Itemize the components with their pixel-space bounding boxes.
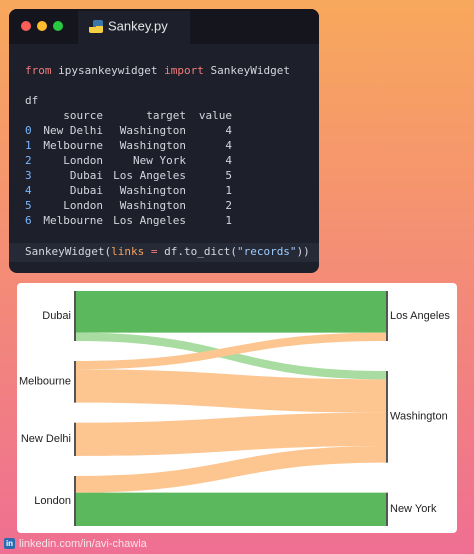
sankey-link — [76, 492, 386, 526]
row-cell: Washington — [120, 139, 186, 152]
close-dot[interactable] — [21, 21, 31, 31]
row-cell: Melbourne — [43, 139, 103, 152]
sankey-node — [386, 371, 388, 463]
row-index: 2 — [25, 154, 32, 167]
row-index: 3 — [25, 169, 32, 182]
linkedin-icon — [4, 538, 15, 549]
call-line: SankeyWidget(links = df.to_dict("records… — [25, 245, 310, 258]
row-cell: London — [63, 154, 103, 167]
code-window — [9, 9, 319, 273]
row-cell: Dubai — [70, 184, 103, 197]
python-icon — [89, 20, 103, 33]
code-token: SankeyWidget( — [25, 245, 111, 258]
source-label: Melbourne — [19, 376, 71, 388]
sankey-node — [386, 492, 388, 526]
sankey-node — [74, 291, 76, 341]
sankey-link — [76, 291, 386, 333]
target-label: Washington — [390, 411, 448, 423]
links — [76, 291, 386, 526]
sankey-link — [76, 369, 386, 413]
footer-text: linkedin.com/in/avi-chawla — [19, 538, 148, 550]
code-token: )) — [297, 245, 310, 258]
row-index: 6 — [25, 214, 32, 227]
sankey-node — [74, 361, 76, 403]
df-label: df — [25, 94, 38, 107]
row-cell: Washington — [120, 184, 186, 197]
row-value: 4 — [225, 154, 232, 167]
code-token: import — [164, 64, 204, 77]
row-cell: London — [63, 199, 103, 212]
row-cell: Washington — [120, 199, 186, 212]
target-label: Los Angeles — [390, 310, 450, 322]
code-token — [144, 245, 151, 258]
row-cell: Dubai — [70, 169, 103, 182]
line-highlight — [9, 243, 319, 262]
import-line: from ipysankeywidget import SankeyWidget — [25, 64, 290, 77]
row-value: 2 — [225, 199, 232, 212]
code-token: "records" — [237, 245, 297, 258]
sankey-node — [74, 422, 76, 456]
code-token: SankeyWidget — [204, 64, 290, 77]
row-value: 5 — [225, 169, 232, 182]
row-cell: Los Angeles — [113, 214, 186, 227]
row-cell: New Delhi — [43, 124, 103, 137]
row-value: 1 — [225, 214, 232, 227]
source-label: New Delhi — [21, 433, 71, 445]
table-header: target — [146, 109, 186, 122]
row-index: 5 — [25, 199, 32, 212]
row-cell: Los Angeles — [113, 169, 186, 182]
row-cell: New York — [133, 154, 186, 167]
linkedin-icon-text: in — [6, 539, 13, 548]
sankey-link — [76, 332, 386, 370]
row-index: 1 — [25, 139, 32, 152]
row-cell: Washington — [120, 124, 186, 137]
row-value: 4 — [225, 139, 232, 152]
row-cell: Melbourne — [43, 214, 103, 227]
source-label: Dubai — [42, 310, 71, 322]
code-token: links — [111, 245, 144, 258]
row-value: 4 — [225, 124, 232, 137]
maximize-dot[interactable] — [53, 21, 63, 31]
sankey-link — [76, 446, 386, 493]
sankey-node — [74, 476, 76, 526]
sankey-link — [76, 412, 386, 456]
code-token: from — [25, 64, 52, 77]
row-index: 4 — [25, 184, 32, 197]
table-header: source — [63, 109, 103, 122]
code-token: df.to_dict( — [157, 245, 236, 258]
row-index: 0 — [25, 124, 32, 137]
table-header: value — [199, 109, 232, 122]
sankey-node — [386, 291, 388, 341]
row-value: 1 — [225, 184, 232, 197]
tab-title: Sankey.py — [108, 18, 168, 33]
code-token: ipysankeywidget — [52, 64, 165, 77]
code-token: = — [151, 245, 158, 258]
target-label: New York — [390, 503, 437, 515]
minimize-dot[interactable] — [37, 21, 47, 31]
source-label: London — [34, 495, 71, 507]
sankey-link — [76, 332, 386, 380]
